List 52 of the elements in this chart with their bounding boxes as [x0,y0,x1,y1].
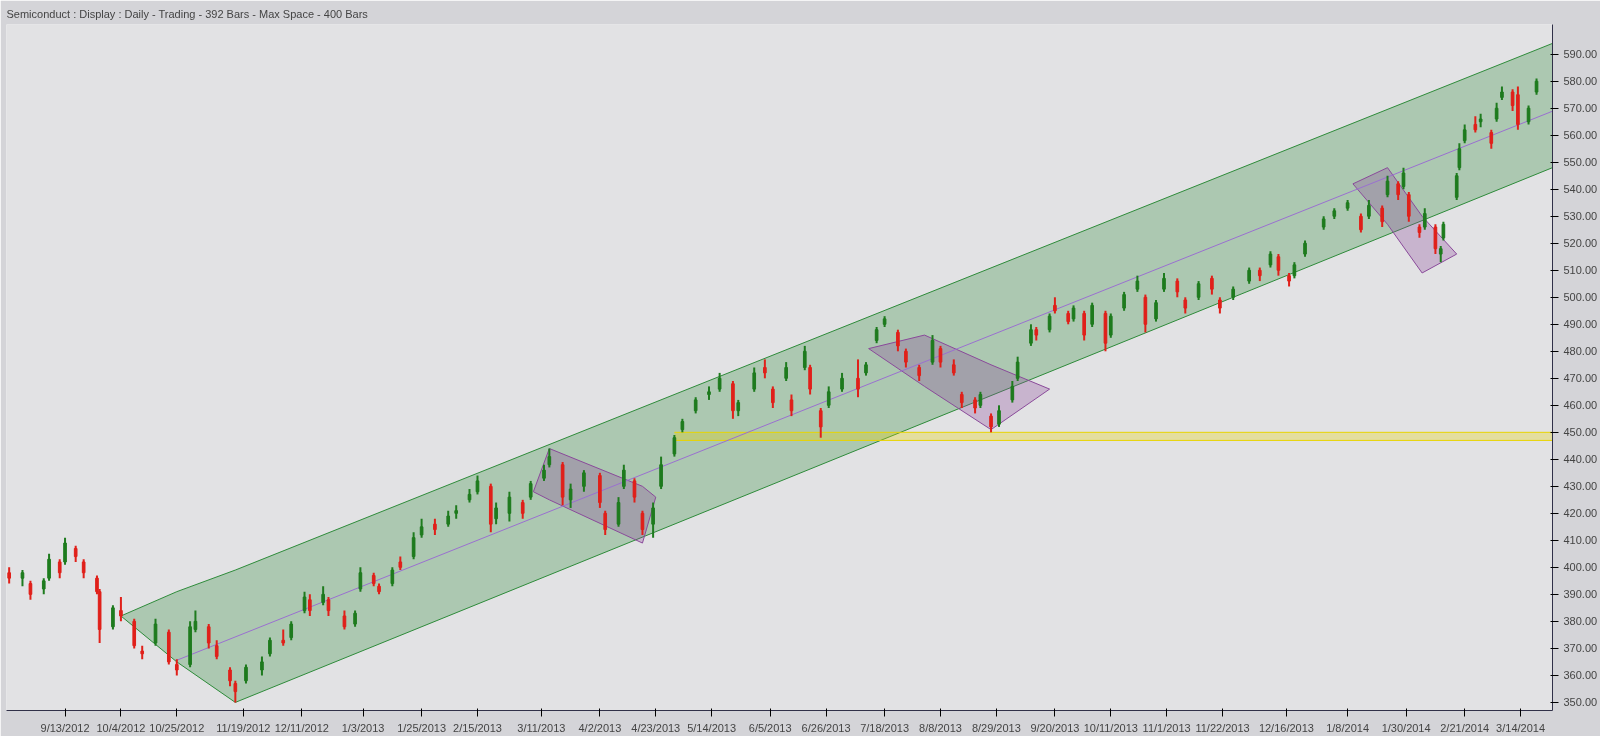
y-tick-label: 410.00 [1563,534,1598,547]
y-tick-label: 510.00 [1563,264,1598,277]
y-tick-label: 380.00 [1563,615,1598,628]
y-tick-label: 530.00 [1563,210,1598,223]
x-tick-label: 1/30/2014 [1381,721,1431,734]
x-tick-label: 10/4/2012 [96,721,146,734]
x-tick-label: 1/3/2013 [341,721,385,734]
y-tick-label: 520.00 [1563,237,1598,250]
x-tick-label: 11/1/2013 [1142,721,1191,734]
y-tick-label: 400.00 [1563,561,1598,574]
x-tick-label: 10/25/2012 [149,721,205,734]
x-tick-label: 1/25/2013 [397,721,447,734]
x-tick-label: 5/14/2013 [687,721,737,734]
y-tick-label: 570.00 [1563,102,1598,115]
y-tick-label: 460.00 [1563,399,1598,412]
x-tick-label: 6/5/2013 [748,721,792,734]
y-tick-label: 560.00 [1563,129,1598,142]
x-tick-label: 6/26/2013 [801,721,851,734]
y-tick-label: 490.00 [1563,318,1598,331]
y-tick-label: 580.00 [1563,75,1598,88]
y-tick-label: 370.00 [1563,642,1598,655]
x-tick-label: 7/18/2013 [860,721,910,734]
y-tick-label: 430.00 [1563,480,1598,493]
x-tick-label: 8/8/2013 [919,721,962,734]
x-tick-label: 9/13/2012 [40,721,90,734]
y-tick-label: 480.00 [1563,345,1598,358]
y-tick-label: 420.00 [1563,507,1598,520]
x-tick-label: 8/29/2013 [971,721,1021,734]
x-tick-label: 4/23/2013 [631,721,681,734]
y-tick-label: 350.00 [1563,696,1598,709]
x-tick-label: 2/21/2014 [1440,721,1490,734]
x-tick-label: 11/19/2012 [216,721,271,734]
x-tick-label: 9/20/2013 [1030,721,1080,734]
x-tick-label: 1/8/2014 [1326,721,1370,734]
x-tick-label: 10/11/2013 [1083,721,1138,734]
y-tick-label: 390.00 [1563,588,1598,601]
y-tick-label: 540.00 [1563,183,1598,196]
y-tick-label: 550.00 [1563,156,1598,169]
x-tick-label: 2/15/2013 [453,721,502,734]
y-tick-label: 470.00 [1563,372,1598,385]
y-tick-label: 440.00 [1563,453,1598,466]
x-tick-label: 3/14/2014 [1496,721,1546,734]
y-tick-label: 360.00 [1563,669,1598,682]
x-tick-label: 4/2/2013 [578,721,622,734]
x-tick-label: 12/11/2012 [274,721,329,734]
x-tick-label: 11/22/2013 [1195,721,1250,734]
x-tick-label: 12/16/2013 [1258,721,1314,734]
y-tick-label: 500.00 [1563,291,1598,304]
x-tick-label: 3/11/2013 [517,721,566,734]
y-tick-label: 590.00 [1563,48,1598,61]
y-tick-label: 450.00 [1563,426,1598,439]
chart-title: Semiconduct : Display : Daily - Trading - 392 Bars - Max Space - 400 Bars [6,7,369,20]
